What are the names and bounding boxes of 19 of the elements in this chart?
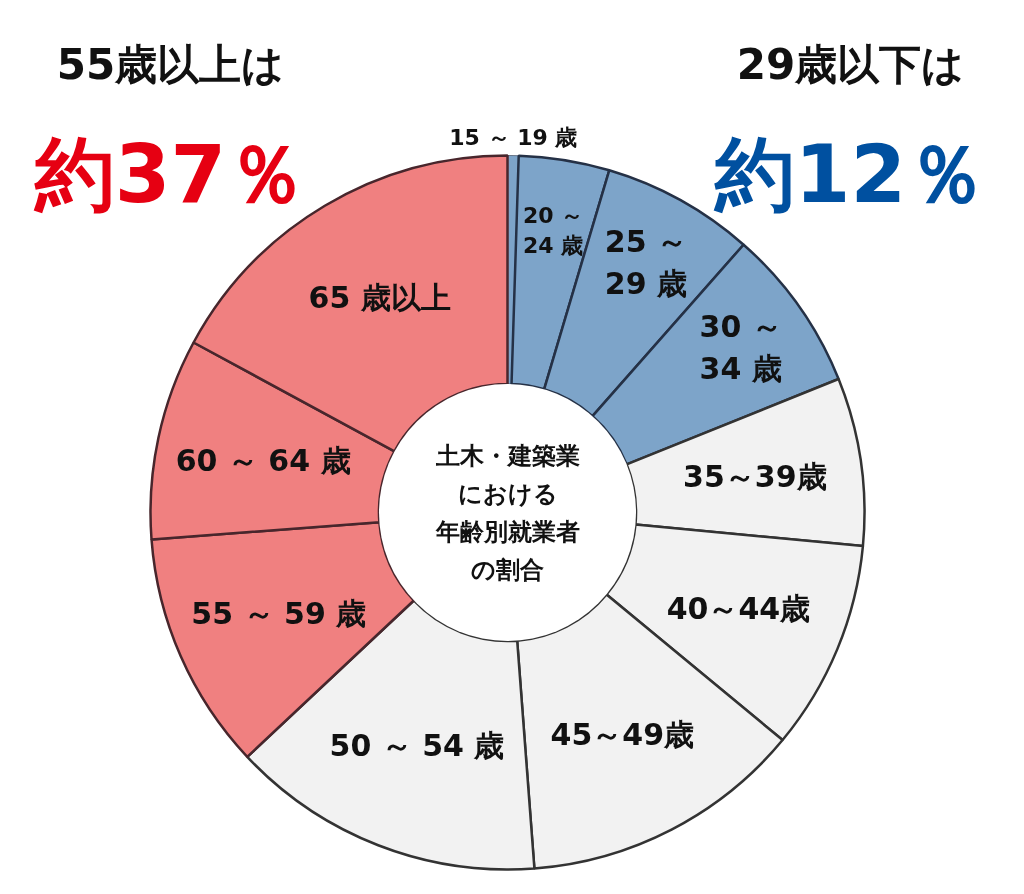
text: 土木・建築業 (434, 441, 580, 470)
slice-label: 40～44歳 (666, 590, 811, 626)
text: 約37％ (32, 128, 307, 221)
slice-label: 20 ～ 24 歳 (522, 203, 584, 259)
slice-label: 30 ～ 34 歳 (699, 309, 782, 387)
slice-label: 50 ～ 54 歳 (329, 727, 505, 763)
slice-label: 15 ～ 19 歳 (449, 125, 578, 151)
text: 約12％ (712, 128, 987, 221)
slice-label: 45～49歳 (550, 716, 695, 752)
slice-label: 55 ～ 59 歳 (191, 595, 367, 631)
text: 55歳以上は (56, 40, 285, 89)
text: における (457, 479, 558, 508)
slice-label: 35～39歳 (683, 459, 827, 495)
slice-label: 60 ～ 64 歳 (175, 442, 351, 478)
text: 年齢別就業者 (434, 517, 580, 546)
slice-label: 25 ～ 29 歳 (604, 224, 687, 302)
text: の割合 (471, 555, 544, 584)
slice-label: 65 歳以上 (308, 280, 451, 316)
text: 29歳以下は (736, 40, 965, 89)
